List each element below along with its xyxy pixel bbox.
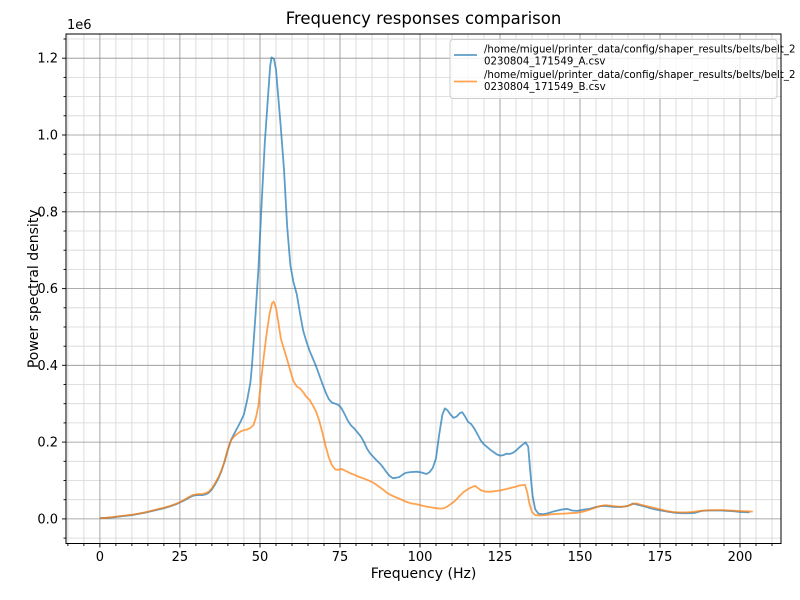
y-axis-offset-text: 1e6: [67, 18, 92, 33]
x-tick-label: 75: [332, 550, 349, 565]
x-tick-label: 200: [728, 550, 753, 565]
legend-label-line: 0230804_171549_A.csv: [484, 57, 605, 68]
chart-title: Frequency responses comparison: [286, 9, 562, 28]
y-tick-label: 0.0: [37, 512, 58, 527]
x-axis-label: Frequency (Hz): [371, 566, 477, 582]
x-tick-label: 100: [408, 550, 433, 565]
legend-frame: [449, 39, 778, 99]
y-axis-label: Power spectral density: [26, 209, 42, 368]
x-tick-label: 175: [648, 550, 673, 565]
tick-marks: [62, 38, 773, 548]
x-tick-label: 0: [96, 550, 104, 565]
y-tick-label: 0.4: [37, 359, 58, 374]
y-tick-label: 1.0: [37, 129, 58, 144]
x-tick-label: 150: [568, 550, 593, 565]
x-tick-label: 125: [488, 550, 513, 565]
series-line-b: [99, 300, 753, 520]
y-tick-label: 0.2: [37, 436, 58, 451]
x-tick-label: 50: [252, 550, 269, 565]
legend: /home/miguel/printer_data/config/shaper_…: [449, 39, 795, 99]
y-tick-label: 0.6: [37, 282, 58, 297]
x-tick-label: 25: [172, 550, 189, 565]
legend-label-line: /home/miguel/printer_data/config/shaper_…: [484, 70, 795, 81]
major-grid: [66, 34, 781, 544]
y-tick-label: 1.2: [37, 52, 58, 67]
legend-label-line: /home/miguel/printer_data/config/shaper_…: [484, 45, 795, 56]
legend-label-line: 0230804_171549_B.csv: [484, 82, 606, 93]
y-tick-label: 0.8: [37, 205, 58, 220]
